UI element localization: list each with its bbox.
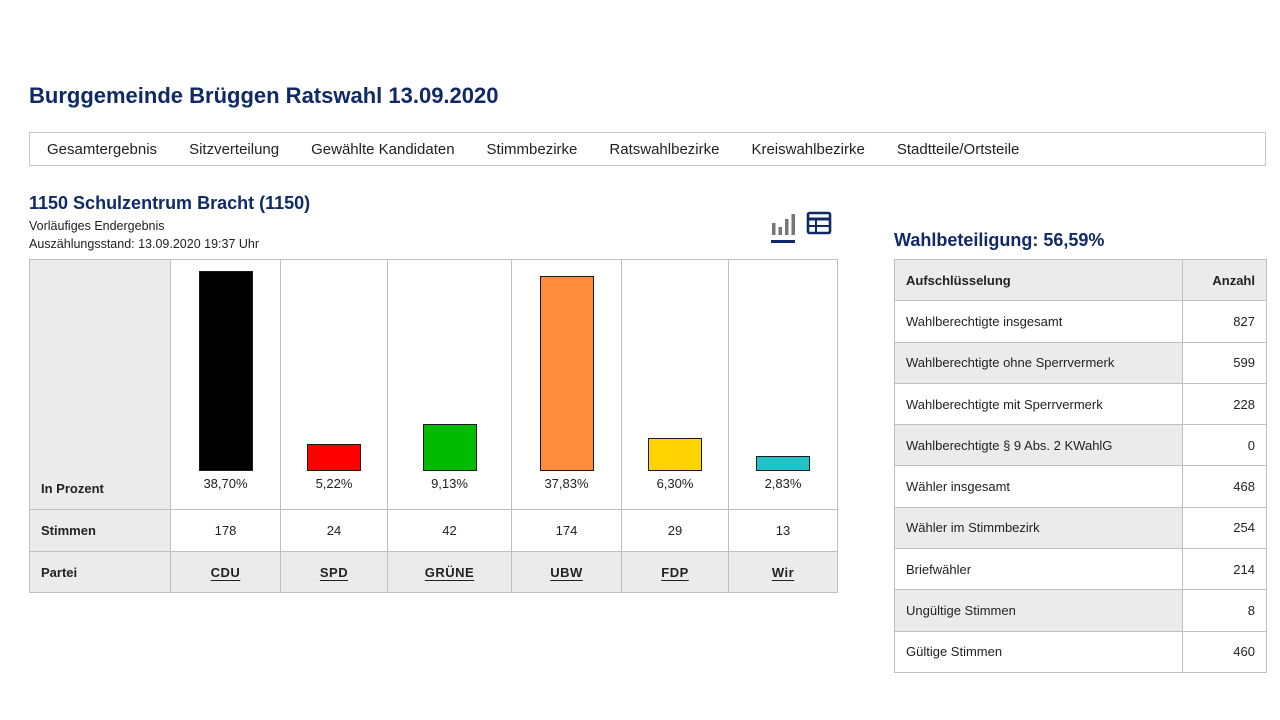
bar-cell: 6,30% (621, 259, 729, 510)
party-link-gruene[interactable]: GRÜNE (424, 564, 475, 580)
votes-gruene: 42 (387, 509, 512, 552)
row-label: Wahlberechtigte mit Sperrvermerk (894, 382, 1183, 426)
table-row: Ungültige Stimmen 8 (894, 589, 1267, 632)
nav-stadtteile-ortsteile[interactable]: Stadtteile/Ortsteile (896, 140, 1020, 158)
row-label-percent: In Prozent (29, 259, 171, 510)
value-label-spd: 5,22% (315, 476, 353, 491)
row-value: 8 (1182, 589, 1267, 632)
main-nav: Gesamtergebnis Sitzverteilung Gewählte K… (29, 132, 1266, 166)
column-header-count: Anzahl (1182, 258, 1267, 302)
value-label-ubw: 37,83% (544, 476, 589, 491)
votes-row: Stimmen 178 24 42 174 29 13 (29, 509, 838, 552)
nav-ratswahlbezirke[interactable]: Ratswahlbezirke (609, 140, 720, 158)
row-label: Wahlberechtigte insgesamt (894, 300, 1183, 343)
percent-row: In Prozent 38,70% 5,22% 9,13% 37,83% 6,3… (29, 259, 838, 510)
bar-gruene (422, 423, 477, 471)
row-label: Wähler insgesamt (894, 465, 1183, 508)
row-label: Briefwähler (894, 548, 1183, 591)
value-label-cdu: 38,70% (203, 476, 248, 491)
row-label: Wahlberechtigte ohne Sperrvermerk (894, 341, 1183, 384)
bar-wir (756, 456, 810, 471)
bar-cell: 2,83% (728, 259, 838, 510)
party-cell: Wir (728, 551, 838, 593)
bar-cell: 37,83% (511, 259, 622, 510)
row-value: 460 (1182, 630, 1267, 673)
nav-gewaehlte-kandidaten[interactable]: Gewählte Kandidaten (311, 140, 455, 158)
table-row: Briefwähler 214 (894, 548, 1267, 591)
view-switcher (770, 211, 832, 243)
table-row: Gültige Stimmen 460 (894, 630, 1267, 673)
row-label: Gültige Stimmen (894, 630, 1183, 673)
table-row: Wahlberechtigte § 9 Abs. 2 KWahlG 0 (894, 424, 1267, 467)
row-value: 468 (1182, 465, 1267, 508)
row-value: 214 (1182, 548, 1267, 591)
bar-cdu (198, 271, 253, 471)
party-link-spd[interactable]: SPD (319, 564, 349, 580)
row-label: Wähler im Stimmbezirk (894, 506, 1183, 550)
votes-spd: 24 (280, 509, 388, 552)
bar-cell: 9,13% (387, 259, 512, 510)
row-label: Wahlberechtigte § 9 Abs. 2 KWahlG (894, 424, 1183, 467)
table-icon[interactable] (806, 211, 832, 243)
row-value: 599 (1182, 341, 1267, 384)
nav-sitzverteilung[interactable]: Sitzverteilung (189, 140, 280, 158)
party-link-cdu[interactable]: CDU (210, 564, 241, 580)
bar-chart-icon[interactable] (770, 211, 796, 243)
nav-kreiswahlbezirke[interactable]: Kreiswahlbezirke (751, 140, 865, 158)
turnout-title: Wahlbeteiligung: 56,59% (894, 230, 1105, 250)
bar-cell: 38,70% (170, 259, 281, 510)
table-row: Wahlberechtigte mit Sperrvermerk 228 (894, 382, 1267, 426)
table-row: Wähler im Stimmbezirk 254 (894, 506, 1267, 550)
table-header-row: Aufschlüsselung Anzahl (894, 258, 1267, 302)
party-cell: UBW (511, 551, 622, 593)
row-value: 827 (1182, 300, 1267, 343)
row-value: 0 (1182, 424, 1267, 467)
row-label-votes: Stimmen (29, 509, 171, 552)
value-label-wir: 2,83% (764, 476, 802, 491)
party-link-ubw[interactable]: UBW (550, 564, 583, 580)
bar-fdp (648, 438, 702, 471)
row-value: 228 (1182, 382, 1267, 426)
section-title: 1150 Schulzentrum Bracht (1150) (29, 193, 311, 213)
bar-cell: 5,22% (280, 259, 388, 510)
party-row: Partei CDU SPD GRÜNE UBW FDP Wir (29, 551, 838, 593)
bar-spd (307, 444, 361, 471)
party-cell: SPD (280, 551, 388, 593)
bar-ubw (539, 275, 594, 471)
table-row: Wahlberechtigte ohne Sperrvermerk 599 (894, 341, 1267, 384)
row-value: 254 (1182, 506, 1267, 550)
votes-cdu: 178 (170, 509, 281, 552)
row-label: Ungültige Stimmen (894, 589, 1183, 632)
count-timestamp: Auszählungsstand: 13.09.2020 19:37 Uhr (29, 237, 260, 251)
votes-ubw: 174 (511, 509, 622, 552)
party-cell: CDU (170, 551, 281, 593)
party-link-fdp[interactable]: FDP (661, 564, 689, 580)
votes-wir: 13 (728, 509, 838, 552)
value-label-fdp: 6,30% (656, 476, 694, 491)
table-row: Wahlberechtigte insgesamt 827 (894, 300, 1267, 343)
nav-gesamtergebnis[interactable]: Gesamtergebnis (47, 140, 158, 158)
turnout-table: Aufschlüsselung Anzahl Wahlberechtigte i… (894, 258, 1267, 673)
table-row: Wähler insgesamt 468 (894, 465, 1267, 508)
party-cell: FDP (621, 551, 729, 593)
value-label-gruene: 9,13% (431, 476, 468, 491)
column-header-breakdown: Aufschlüsselung (894, 258, 1183, 302)
party-link-wir[interactable]: Wir (771, 564, 795, 580)
page-title: Burggemeinde Brüggen Ratswahl 13.09.2020 (29, 83, 499, 108)
nav-stimmbezirke[interactable]: Stimmbezirke (486, 140, 578, 158)
party-cell: GRÜNE (387, 551, 512, 593)
result-status: Vorläufiges Endergebnis (29, 219, 165, 233)
row-label-party: Partei (29, 551, 171, 593)
votes-fdp: 29 (621, 509, 729, 552)
results-chart: In Prozent 38,70% 5,22% 9,13% 37,83% 6,3… (29, 259, 838, 593)
